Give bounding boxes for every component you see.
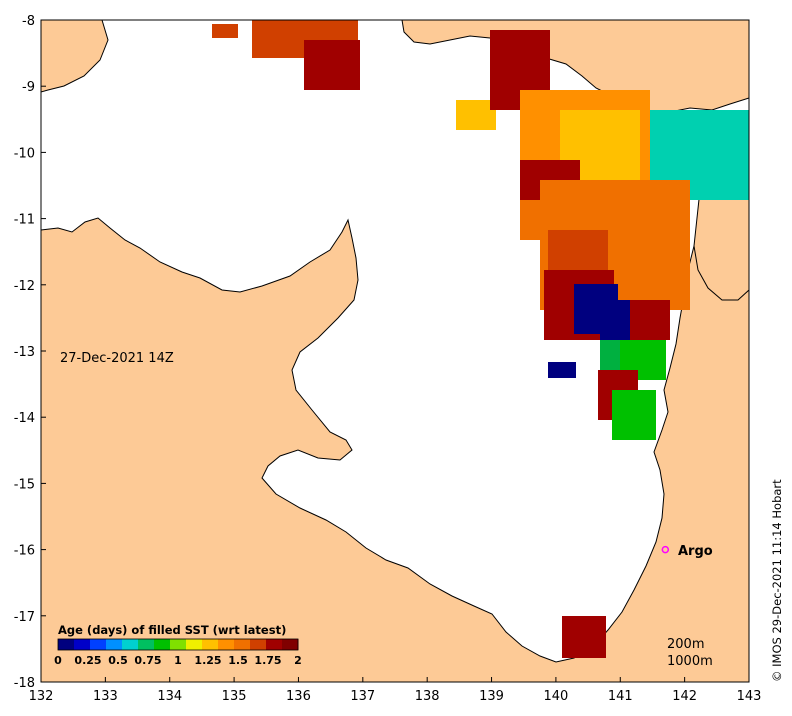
colorbar-cell [266,639,283,650]
map-timestamp: 27-Dec-2021 14Z [60,351,174,366]
land-top-left-island [40,19,109,93]
colorbar-cell [106,639,123,650]
y-tick-label: -14 [14,411,35,426]
y-tick-label: -9 [22,80,35,95]
land-new-guinea [401,19,750,115]
y-tick-label: -16 [14,544,35,559]
colorbar-tick-label: 2 [294,654,302,667]
colorbar-cells [58,639,299,650]
colorbar-tick-label: 1 [174,654,182,667]
colorbar-cell [250,639,267,650]
argo-marker-icon [661,545,670,554]
colorbar-tick-label: 0.75 [134,654,161,667]
colorbar-tick-label: 0.5 [108,654,128,667]
colorbar-cell [58,639,75,650]
x-tick-label: 133 [93,689,118,704]
depth-label-200m: 200m [667,637,704,652]
x-tick-label: 134 [157,689,182,704]
y-tick-label: -11 [14,213,35,228]
x-tick-label: 138 [415,689,440,704]
x-tick-label: 137 [350,689,375,704]
sst-patches [212,20,749,658]
colorbar-tick-label: 1.25 [194,654,221,667]
colorbar-tick-label: 1.5 [228,654,248,667]
colorbar-title: Age (days) of filled SST (wrt latest) [58,623,286,637]
colorbar-cell [154,639,171,650]
depth-label-1000m: 1000m [667,654,713,669]
y-tick-label: -13 [14,345,35,360]
colorbar-cell [202,639,219,650]
x-tick-label: 139 [479,689,504,704]
y-tick-label: -15 [14,477,35,492]
colorbar-ticks: 0 0.25 0.5 0.75 1 1.25 1.5 1.75 2 [54,654,302,667]
colorbar-tick-label: 1.75 [254,654,281,667]
x-tick-label: 143 [737,689,762,704]
colorbar-cell [282,639,299,650]
x-axis-ticks: 132 133 134 135 136 137 138 139 140 141 142 143 [29,677,762,704]
colorbar-frame [57,638,299,651]
colorbar-tick-label: 0.25 [74,654,101,667]
y-tick-label: -12 [14,279,35,294]
colorbar-cell [218,639,235,650]
land-northern-territory [40,175,750,683]
x-tick-label: 132 [29,689,54,704]
x-tick-label: 140 [543,689,568,704]
colorbar-cell [170,639,187,650]
argo-label: Argo [678,544,713,559]
x-tick-label: 141 [608,689,633,704]
y-tick-label: -18 [14,676,35,691]
credit-text: © IMOS 29-Dec-2021 11:14 Hobart [770,479,784,682]
land-layer [40,19,750,683]
y-tick-label: -10 [14,146,35,161]
colorbar-cell [90,639,107,650]
colorbar-cell [74,639,91,650]
colorbar-tick-label: 0 [54,654,62,667]
y-axis-ticks: -8 -9 -10 -11 -12 -13 -14 -15 -16 -17 -18 [14,14,46,691]
colorbar-cell [138,639,155,650]
x-tick-label: 142 [672,689,697,704]
colorbar-cell [186,639,203,650]
y-tick-label: -17 [14,610,35,625]
x-tick-label: 135 [222,689,247,704]
colorbar-cell [122,639,139,650]
x-tick-label: 136 [286,689,311,704]
colorbar-cell [234,639,251,650]
y-tick-label: -8 [22,14,35,29]
